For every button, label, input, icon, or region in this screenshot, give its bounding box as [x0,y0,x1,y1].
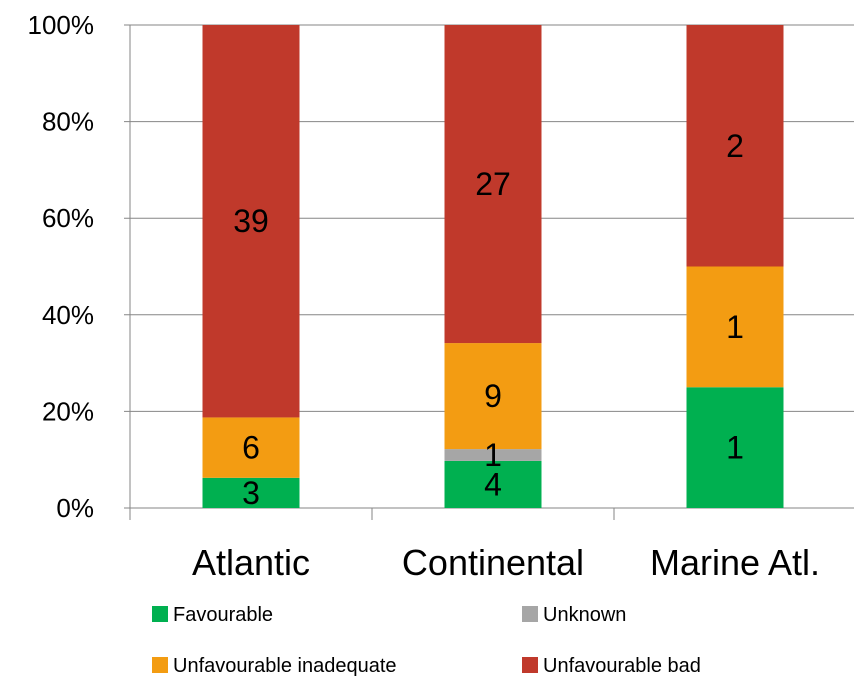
legend-label: Unfavourable inadequate [173,655,397,677]
data-label: 2 [726,128,744,164]
data-label: 1 [726,309,744,345]
y-tick-label: 80% [42,107,94,137]
data-label: 39 [233,203,269,239]
x-category-label: Marine Atl. [650,542,820,583]
data-label: 1 [726,430,744,466]
legend: Favourable Unknown Unfavourable inadequate… [152,604,701,677]
data-label: 27 [475,166,511,202]
legend-label: Unfavourable bad [543,655,701,677]
legend-swatch [522,657,538,673]
y-tick-label: 0% [56,493,94,523]
bar-segment [686,266,784,388]
bar-segment [202,417,300,478]
x-axis: Atlantic Continental Marine Atl. [129,25,820,583]
y-tick-label: 100% [28,10,95,40]
legend-swatch [522,606,538,622]
data-label: 9 [484,378,502,414]
bar-segment [444,25,542,344]
x-category-label: Continental [402,542,584,583]
data-label: 6 [242,430,260,466]
bar-segment [686,387,784,508]
legend-label: Favourable [173,604,273,626]
bars [202,25,784,508]
data-label: 4 [484,466,502,502]
y-tick-label: 40% [42,300,94,330]
bar-segment [202,25,300,418]
y-tick-label: 60% [42,203,94,233]
data-label: 3 [242,475,260,511]
x-category-label: Atlantic [192,542,310,583]
y-tick-label: 20% [42,396,94,426]
legend-swatch [152,606,168,622]
legend-label: Unknown [543,604,626,626]
data-label: 1 [484,437,502,473]
legend-swatch [152,657,168,673]
bar-segment [444,343,542,450]
bar-segment [444,449,542,461]
bar-segment [686,25,784,267]
y-axis-tick-labels: 0% 20% 40% 60% 80% 100% [28,10,95,523]
bar-segment [202,477,300,508]
bar-segment [444,460,542,508]
